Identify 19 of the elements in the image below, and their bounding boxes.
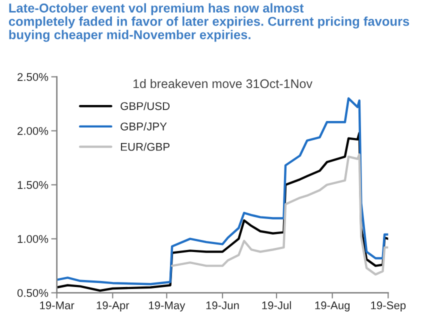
line-series [170,153,388,276]
x-tick-label: 19-Sep [371,301,406,312]
y-tick-label: 1.50% [18,181,48,189]
x-tick-label: 19-May [149,301,186,312]
x-tick-label: 19-Apr [96,301,130,312]
x-tick-label: 19-Mar [40,301,74,310]
x-tick-label: 19-Aug [315,301,350,312]
chart-subtitle: 1d breakeven move 31Oct-1Nov [133,78,312,88]
legend-label: GBP/USD [120,102,170,110]
line-series [56,97,388,286]
y-tick-label: 2.00% [18,127,48,135]
y-tick-label: 0.50% [17,289,48,297]
y-tick-label: 1.00% [18,235,48,243]
legend-label: EUR/GBP [121,142,170,151]
x-tick-label: 19-Jun [206,301,239,310]
legend-label: GBP/JPY [120,122,167,130]
y-tick-label: 2.50% [18,73,48,81]
x-tick-label: 19-Jul [262,301,291,310]
chart-title: Late-October event vol premium has now almost completely faded in favor of later expiries. Current pricing favours buying cheaper mid-November expiries. [8,3,410,42]
